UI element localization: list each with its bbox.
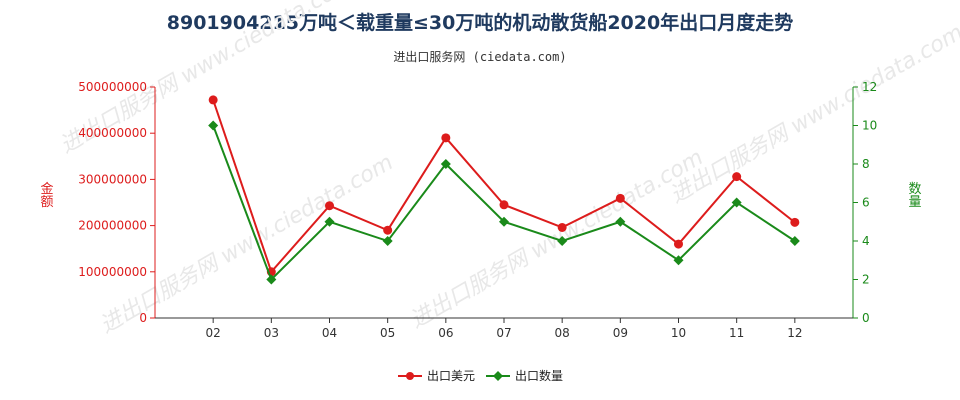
data-point xyxy=(383,225,393,235)
x-tick-label: 08 xyxy=(555,326,570,340)
data-point xyxy=(382,236,393,246)
data-point xyxy=(440,159,451,169)
data-point xyxy=(557,236,568,246)
data-point xyxy=(441,133,451,143)
y-tick-label-left: 400000000 xyxy=(78,126,147,140)
y-tick-label-right: 2 xyxy=(862,273,870,287)
data-point xyxy=(732,172,742,182)
data-point xyxy=(673,255,684,266)
watermark: 进出口服务网 www.ciedata.com 进出口服务网 www.ciedata… xyxy=(56,0,960,339)
data-point xyxy=(557,222,567,232)
y-tick-label-right: 12 xyxy=(862,80,877,94)
y-tick-label-left: 300000000 xyxy=(78,172,147,186)
y-tick-label-left: 0 xyxy=(139,311,147,325)
y-tick-label-left: 100000000 xyxy=(78,265,147,279)
y-tick-label-right: 10 xyxy=(862,119,877,133)
chart-title: 8901904215万吨＜载重量≤30万吨的机动散货船2020年出口月度走势 xyxy=(166,12,794,34)
x-tick-label: 04 xyxy=(322,326,337,340)
legend: 出口美元 出口数量 xyxy=(398,368,563,383)
data-point xyxy=(790,217,800,227)
data-point xyxy=(674,239,683,249)
x-tick-label: 02 xyxy=(206,326,221,340)
y-axis-title-left: 金额 xyxy=(38,181,54,209)
x-tick-label: 11 xyxy=(729,326,744,340)
legend-marker xyxy=(493,371,503,381)
legend-label: 出口数量 xyxy=(515,368,563,383)
chart-subtitle: 进出口服务网 (ciedata.com) xyxy=(393,50,567,64)
axes: 0 100000000 200000000 300000000 400000000 500… xyxy=(38,80,922,340)
data-point xyxy=(499,216,509,227)
legend-marker xyxy=(406,372,414,380)
data-point xyxy=(615,216,626,227)
y-tick-label-right: 6 xyxy=(862,196,870,210)
data-point xyxy=(324,216,335,227)
x-tick-label: 09 xyxy=(613,326,628,340)
y-tick-label-right: 8 xyxy=(862,157,870,171)
data-point xyxy=(325,201,334,211)
x-tick-label: 12 xyxy=(787,326,802,340)
y-tick-label-right: 4 xyxy=(862,234,870,248)
data-point xyxy=(789,236,800,246)
y-axis-title-right: 数量 xyxy=(906,182,922,208)
x-tick-label: 10 xyxy=(671,326,686,340)
data-point xyxy=(208,120,219,131)
data-point xyxy=(615,193,625,203)
data-point xyxy=(731,197,742,208)
y-tick-label-right: 0 xyxy=(862,311,870,325)
data-point xyxy=(266,274,277,285)
y-tick-label-left: 500000000 xyxy=(78,80,147,94)
x-tick-label: 06 xyxy=(438,326,453,340)
data-point xyxy=(499,200,509,210)
x-tick-label: 03 xyxy=(264,326,279,340)
watermark-text: 进出口服务网 www.ciedata.com xyxy=(666,20,960,209)
series-layer xyxy=(208,95,800,285)
x-tick-label: 07 xyxy=(496,326,511,340)
x-tick-label: 05 xyxy=(380,326,395,340)
legend-label: 出口美元 xyxy=(427,369,475,383)
y-tick-label-left: 200000000 xyxy=(78,219,147,233)
data-point xyxy=(208,95,218,105)
